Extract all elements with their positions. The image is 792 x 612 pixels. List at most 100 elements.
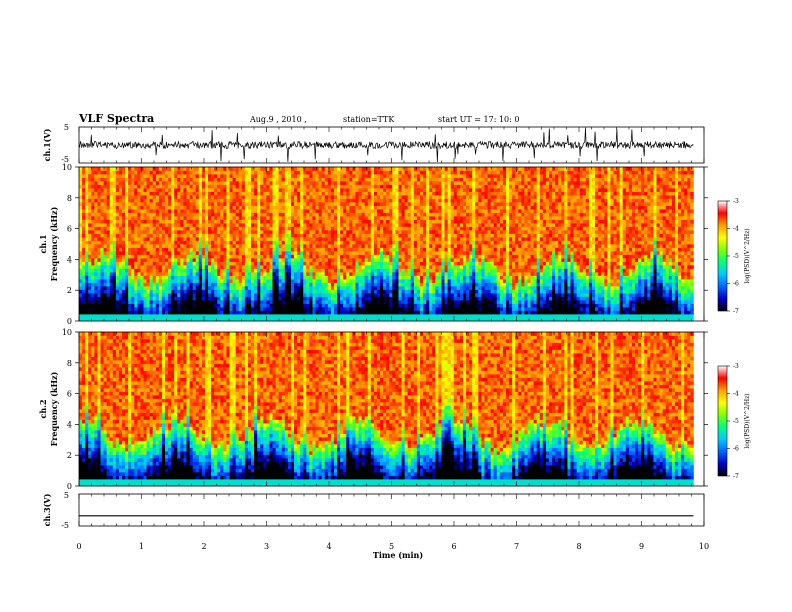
spectrogram-cell bbox=[152, 314, 157, 318]
spectrogram-cell bbox=[165, 310, 169, 315]
spectrogram-cell bbox=[278, 216, 283, 220]
spectrogram-cell bbox=[404, 300, 409, 304]
spectrogram-cell bbox=[392, 174, 396, 178]
spectrogram-cell bbox=[266, 244, 270, 248]
spectrogram-cell bbox=[94, 170, 98, 175]
spectrogram-cell bbox=[79, 300, 83, 304]
spectrogram-cell bbox=[180, 167, 184, 171]
spectrogram-cell bbox=[386, 202, 390, 206]
figure-title: VLF Spectra bbox=[78, 112, 154, 125]
spectrogram-cell bbox=[300, 265, 304, 269]
spectrogram-cell bbox=[220, 314, 224, 318]
spectrogram-cell bbox=[152, 275, 157, 280]
spectrogram-cell bbox=[152, 296, 157, 301]
spectrogram-cell bbox=[94, 237, 98, 241]
spectrogram-cell bbox=[361, 300, 366, 304]
spectrogram-cell bbox=[134, 223, 138, 227]
spectrogram-cell bbox=[220, 282, 224, 287]
spectrogram-cell bbox=[251, 303, 255, 308]
spectrogram-cell bbox=[297, 303, 301, 308]
spectrogram-cell bbox=[287, 254, 292, 259]
spectrogram-cell bbox=[149, 223, 154, 227]
spectrogram-cell bbox=[272, 300, 276, 304]
spectrogram-cell bbox=[247, 261, 252, 266]
spectrogram-cell bbox=[140, 300, 144, 304]
spectrogram-cell bbox=[208, 205, 212, 210]
spectrogram-cell bbox=[244, 174, 249, 178]
spectrogram-cell bbox=[189, 226, 194, 231]
spectrogram-cell bbox=[195, 317, 200, 322]
spectrogram-cell bbox=[146, 279, 151, 283]
spectrogram-cell bbox=[303, 205, 307, 210]
spectrogram-cell bbox=[330, 279, 335, 283]
spectrogram-cell bbox=[128, 268, 132, 273]
spectrogram-cell bbox=[364, 188, 369, 192]
spectrogram-cell bbox=[226, 230, 230, 234]
spectrogram-cell bbox=[330, 209, 335, 213]
spectrogram-cell bbox=[91, 254, 95, 259]
spectrogram-cell bbox=[349, 237, 353, 241]
spectrogram-cell bbox=[125, 195, 129, 199]
spectrogram-cell bbox=[395, 216, 399, 220]
spectrogram-cell bbox=[407, 279, 412, 283]
spectrogram-cell bbox=[183, 307, 187, 311]
spectrogram-cell bbox=[257, 181, 261, 185]
spectrogram-cell bbox=[398, 216, 402, 220]
spectrogram-cell bbox=[79, 251, 83, 255]
spectrogram-cell bbox=[140, 174, 144, 178]
spectrogram-cell bbox=[115, 265, 120, 269]
spectrogram-cell bbox=[217, 279, 221, 283]
spectrogram-cell bbox=[367, 265, 372, 269]
spectrogram-cell bbox=[91, 240, 95, 245]
spectrogram-cell bbox=[419, 282, 424, 287]
spectrogram-cell bbox=[226, 317, 230, 322]
spectrogram-cell bbox=[82, 209, 86, 213]
spectrogram-cell bbox=[380, 191, 384, 196]
spectrogram-cell bbox=[94, 223, 98, 227]
spectrogram-cell bbox=[321, 268, 326, 273]
spectrogram-cell bbox=[407, 272, 412, 276]
spectrogram-cell bbox=[198, 181, 203, 185]
spectrogram-cell bbox=[278, 293, 283, 297]
spectrogram-cell bbox=[217, 275, 221, 280]
spectrogram-cell bbox=[91, 195, 95, 199]
spectrogram-cell bbox=[251, 223, 255, 227]
spectrogram-cell bbox=[419, 303, 424, 308]
spectrogram-cell bbox=[137, 300, 141, 304]
spectrogram-cell bbox=[370, 254, 375, 259]
spectrogram-cell bbox=[186, 233, 190, 238]
spectrogram-cell bbox=[346, 240, 350, 245]
spectrogram-cell bbox=[294, 202, 298, 206]
spectrogram-cell bbox=[235, 181, 240, 185]
spectrogram-cell bbox=[300, 237, 304, 241]
spectrogram-cell bbox=[407, 300, 412, 304]
spectrogram-cell bbox=[260, 293, 264, 297]
spectrogram-cell bbox=[281, 310, 286, 315]
spectrogram-cell bbox=[416, 184, 421, 189]
spectrogram-cell bbox=[260, 174, 264, 178]
spectrogram-cell bbox=[112, 233, 117, 238]
spectrogram-cell bbox=[85, 216, 89, 220]
spectrogram-cell bbox=[373, 209, 378, 213]
spectrogram-cell bbox=[260, 188, 264, 192]
spectrogram-cell bbox=[367, 254, 372, 259]
spectrogram-cell bbox=[97, 244, 101, 248]
spectrogram-cell bbox=[389, 230, 393, 234]
spectrogram-cell bbox=[352, 244, 356, 248]
spectrogram-cell bbox=[204, 300, 209, 304]
spectrogram-cell bbox=[312, 296, 316, 301]
spectrogram-cell bbox=[349, 167, 353, 171]
spectrogram-cell bbox=[380, 317, 384, 322]
spectrogram-cell bbox=[115, 317, 120, 322]
spectrogram-cell bbox=[349, 244, 353, 248]
spectrogram-cell bbox=[112, 289, 117, 294]
spectrogram-cell bbox=[303, 272, 307, 276]
spectrogram-cell bbox=[183, 237, 187, 241]
spectrogram-cell bbox=[263, 279, 267, 283]
spectrogram-cell bbox=[217, 307, 221, 311]
spectrogram-cell bbox=[189, 195, 194, 199]
spectrogram-cell bbox=[171, 279, 175, 283]
spectrogram-cell bbox=[327, 303, 332, 308]
spectrogram-cell bbox=[122, 247, 126, 252]
spectrogram-cell bbox=[161, 174, 166, 178]
